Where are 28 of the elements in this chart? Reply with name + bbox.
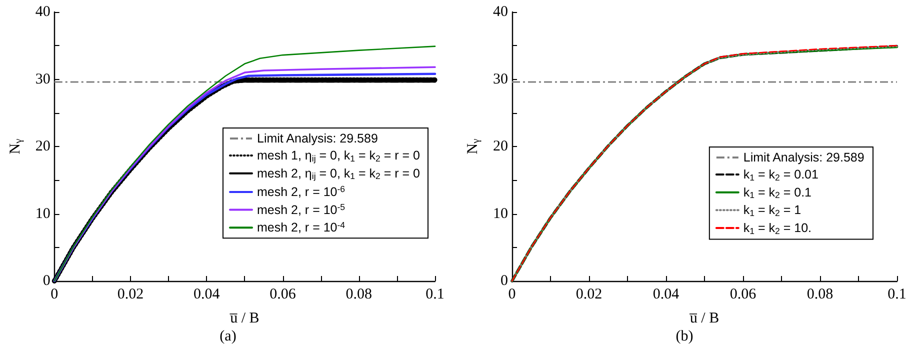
y-tick-label: 40 — [493, 4, 508, 20]
y-tick-label: 10 — [35, 206, 50, 222]
x-tick-label: 0.04 — [652, 286, 680, 302]
x-tick-label: 0.02 — [576, 286, 602, 302]
y-tick-label: 20 — [493, 138, 508, 154]
y-tick-label: 0 — [500, 273, 508, 289]
y-tick-label: 20 — [35, 138, 50, 154]
y-tick-label: 0 — [42, 273, 50, 289]
text: (a) — [220, 328, 236, 344]
y-axis-title: Nγ — [465, 138, 482, 154]
x-axis-title: u̅ / B — [229, 310, 260, 326]
x-tick-label: 0.02 — [117, 286, 144, 302]
x-tick-label: 0.08 — [806, 286, 834, 302]
legend-label: Limit Analysis: 29.589 — [743, 150, 864, 164]
y-tick-label: 40 — [35, 4, 50, 20]
x-tick-label: 0.08 — [346, 286, 372, 302]
x-axis-title: u̅ / B — [689, 310, 720, 326]
x-tick-label: 0.06 — [270, 286, 296, 302]
y-tick-label: 30 — [35, 71, 50, 88]
x-tick-label: 0.1 — [426, 286, 444, 302]
y-tick-label: 10 — [493, 206, 508, 222]
x-tick-label: 0.1 — [888, 286, 906, 302]
x-tick-label: 0.04 — [194, 286, 220, 302]
text: (b) — [676, 328, 694, 344]
x-tick-label: 0.06 — [730, 286, 757, 302]
legend-label: Limit Analysis: 29.589 — [256, 132, 378, 146]
y-tick-label: 30 — [493, 71, 508, 88]
y-axis-title: Nγ — [8, 138, 24, 154]
